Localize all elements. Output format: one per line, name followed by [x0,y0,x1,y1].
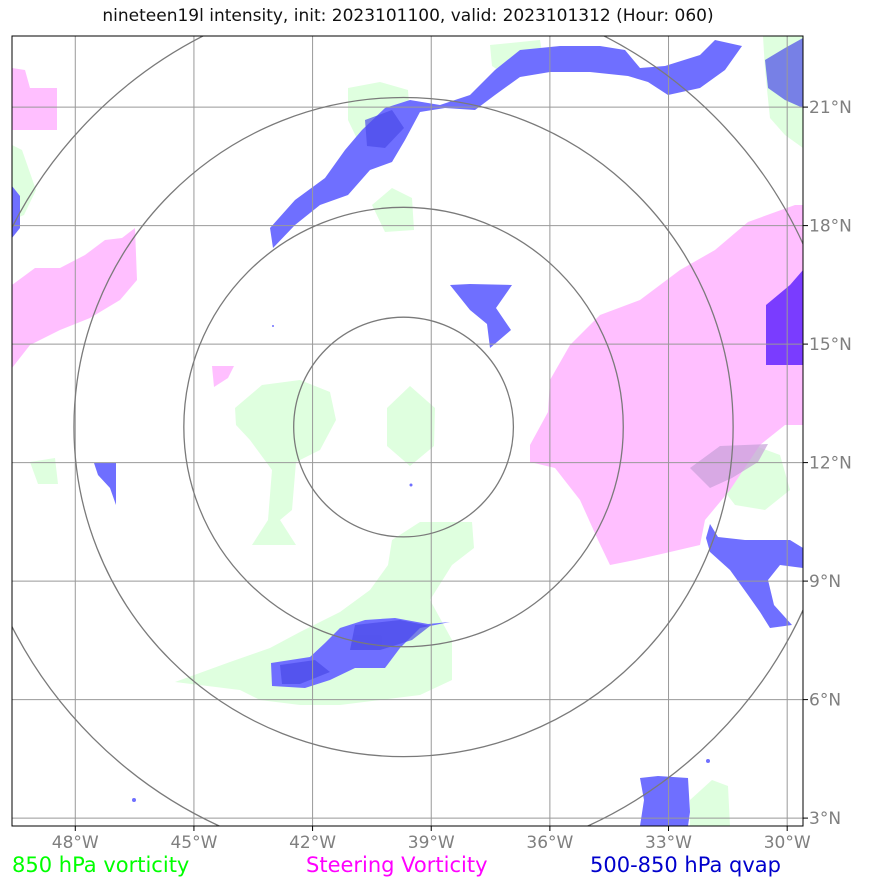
vort850-region [30,458,58,484]
qvap-dark-region [365,110,404,148]
lat-tick-label: 9°N [809,572,841,592]
qvap-dark-regions [280,38,803,684]
lat-tick-label: 3°N [809,809,841,829]
lat-tick-label: 18°N [809,217,852,237]
qvap-dot [409,483,413,487]
qvap-region [450,284,512,348]
steering-region [12,68,57,130]
qvap-dark-region [280,660,330,684]
vort850-region [387,386,435,466]
steering-regions [12,68,803,565]
qvap-region [94,463,116,505]
plot-frame [11,35,804,827]
plot-title: nineteen19l intensity, init: 2023101100,… [102,6,714,26]
lon-tick-label: 39°W [408,833,455,853]
steering-region [530,205,803,565]
steering-region [212,366,234,387]
qvap-dots [132,325,710,802]
steering-overlap-regions [690,444,768,488]
vort850-region [690,780,730,826]
lon-tick-label: 30°W [764,833,811,853]
vort850-region [175,522,474,705]
qvap-region [12,186,20,238]
lon-tick-label: 33°W [645,833,692,853]
qvap-purple-regions [766,270,803,365]
lon-tick-label: 48°W [52,833,99,853]
legend-qvap: 500-850 hPa qvap [590,853,781,877]
legend-steering: Steering Vorticity [306,853,488,877]
qvap-dark-region [350,620,430,650]
legend-vort850: 850 hPa vorticity [12,853,190,877]
qvap-region [706,524,803,628]
steering-overlap-region [690,444,768,488]
lat-tick-label: 12°N [809,454,852,474]
qvap-dot [272,325,274,327]
lon-tick-label: 42°W [289,833,336,853]
steering-region [12,228,137,368]
range-ring [183,206,624,648]
qvap-dot [132,798,136,802]
lat-tick-label: 6°N [809,691,841,711]
lon-tick-labels: 48°W 45°W 42°W 39°W 36°W 33°W 30°W [52,833,811,853]
lon-tick-label: 36°W [526,833,573,853]
lat-tick-label: 15°N [809,335,852,355]
qvap-region [270,40,742,248]
axis-ticks [74,106,808,831]
range-rings [12,36,803,826]
lat-tick-label: 21°N [809,98,852,118]
qvap-purple-region [766,270,803,365]
range-ring [293,316,515,538]
grid-lines [12,36,803,826]
lon-tick-label: 45°W [170,833,217,853]
lat-tick-labels: 21°N 18°N 15°N 12°N 9°N 6°N 3°N [809,98,852,829]
qvap-dot [706,759,710,763]
vort850-region [372,188,414,232]
qvap-dark-region [765,38,803,108]
field-layers [12,36,803,826]
range-ring [73,96,734,758]
